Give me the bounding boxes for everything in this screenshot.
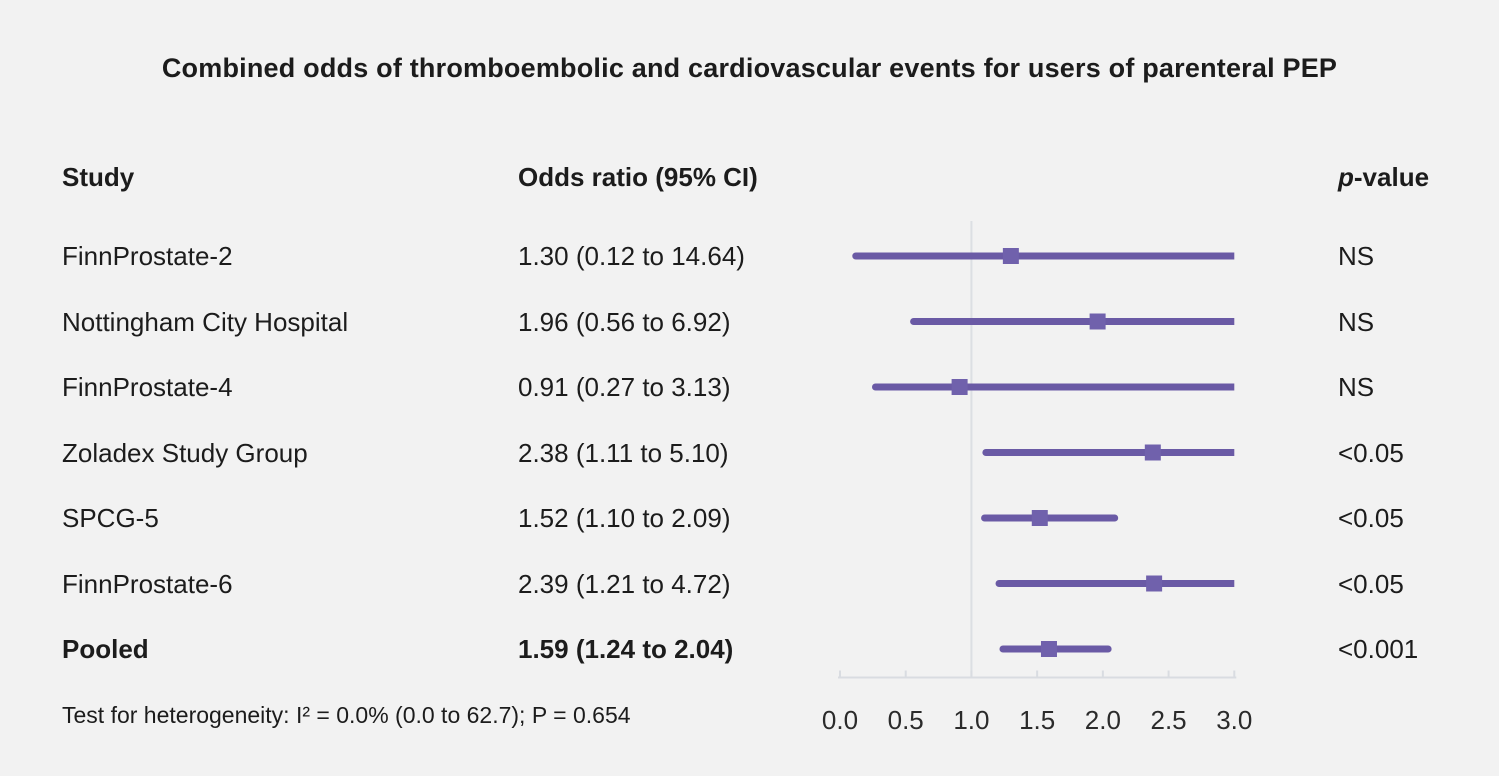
x-tick-label: 3.0	[1216, 705, 1252, 735]
x-tick-label: 2.5	[1151, 705, 1187, 735]
estimate-marker	[1146, 575, 1163, 592]
x-tick-label: 1.5	[1019, 705, 1055, 735]
ci-cap-left	[999, 645, 1007, 653]
estimate-marker	[1144, 444, 1161, 461]
odds-ratio-value: 0.91 (0.27 to 3.13)	[518, 372, 731, 402]
p-value: <0.05	[1338, 437, 1404, 468]
table-row: Zoladex Study Group 2.38 (1.11 to 5.10) <0…	[0, 436, 1499, 470]
study-label: Nottingham City Hospital	[62, 306, 349, 337]
column-header-pvalue: p-value	[1338, 160, 1429, 194]
figure-title: Combined odds of thromboembolic and card…	[161, 53, 1338, 83]
heterogeneity-note: Test for heterogeneity: I² = 0.0% (0.0 t…	[62, 702, 631, 728]
odds-ratio-value: 1.30 (0.12 to 14.64)	[518, 241, 745, 271]
study-label: Pooled	[62, 634, 149, 664]
table-row: FinnProstate-2 1.30 (0.12 to 14.64) NS	[0, 239, 1499, 273]
x-tick-label: 0.0	[822, 705, 858, 735]
p-value: NS	[1338, 372, 1375, 402]
x-tick-label: 1.0	[953, 705, 989, 735]
table-row: Pooled 1.59 (1.24 to 2.04) <0.001	[0, 632, 1499, 666]
p-value: <0.05	[1338, 503, 1404, 533]
odds-ratio-value: 1.52 (1.10 to 2.09)	[518, 503, 731, 533]
estimate-marker	[1002, 248, 1019, 264]
ci-cap-left	[871, 383, 879, 391]
estimate-marker	[1031, 510, 1048, 526]
ci-cap-right	[1111, 514, 1119, 522]
ci-cap-left	[982, 449, 990, 456]
pvalue-rest: -value	[1353, 162, 1430, 192]
estimate-marker	[951, 379, 968, 395]
study-label: FinnProstate-2	[62, 241, 233, 271]
study-label: FinnProstate-6	[62, 568, 233, 599]
p-value: <0.05	[1338, 568, 1404, 599]
table-row: FinnProstate-4 0.91 (0.27 to 3.13) NS	[0, 370, 1499, 404]
table-row: FinnProstate-6 2.39 (1.21 to 4.72) <0.05	[0, 567, 1499, 601]
p-value: <0.001	[1338, 634, 1419, 664]
odds-ratio-value: 1.59 (1.24 to 2.04)	[518, 634, 734, 664]
pvalue-italic-p: p	[1338, 162, 1354, 192]
column-header-odds-ratio: Odds ratio (95% CI)	[518, 162, 758, 192]
study-label: FinnProstate-4	[62, 372, 233, 402]
p-value: NS	[1338, 241, 1375, 271]
column-header-study: Study	[62, 162, 135, 192]
table-row: SPCG-5 1.52 (1.10 to 2.09) <0.05	[0, 501, 1499, 535]
ci-cap-left	[852, 252, 860, 260]
odds-ratio-value: 1.96 (0.56 to 6.92)	[518, 306, 731, 337]
study-label: Zoladex Study Group	[62, 437, 308, 468]
estimate-marker	[1089, 313, 1106, 330]
study-label: SPCG-5	[62, 503, 159, 533]
ci-cap-right	[1104, 645, 1112, 653]
ci-cap-left	[910, 318, 918, 325]
odds-ratio-value: 2.39 (1.21 to 4.72)	[518, 568, 731, 599]
ci-cap-left	[995, 580, 1003, 587]
estimate-marker	[1040, 641, 1057, 657]
p-value: NS	[1338, 306, 1375, 337]
x-tick-label: 0.5	[888, 705, 924, 735]
ci-cap-left	[981, 514, 989, 522]
odds-ratio-value: 2.38 (1.11 to 5.10)	[518, 437, 729, 468]
table-row: Nottingham City Hospital 1.96 (0.56 to 6.…	[0, 305, 1499, 339]
x-tick-label: 2.0	[1085, 705, 1121, 735]
